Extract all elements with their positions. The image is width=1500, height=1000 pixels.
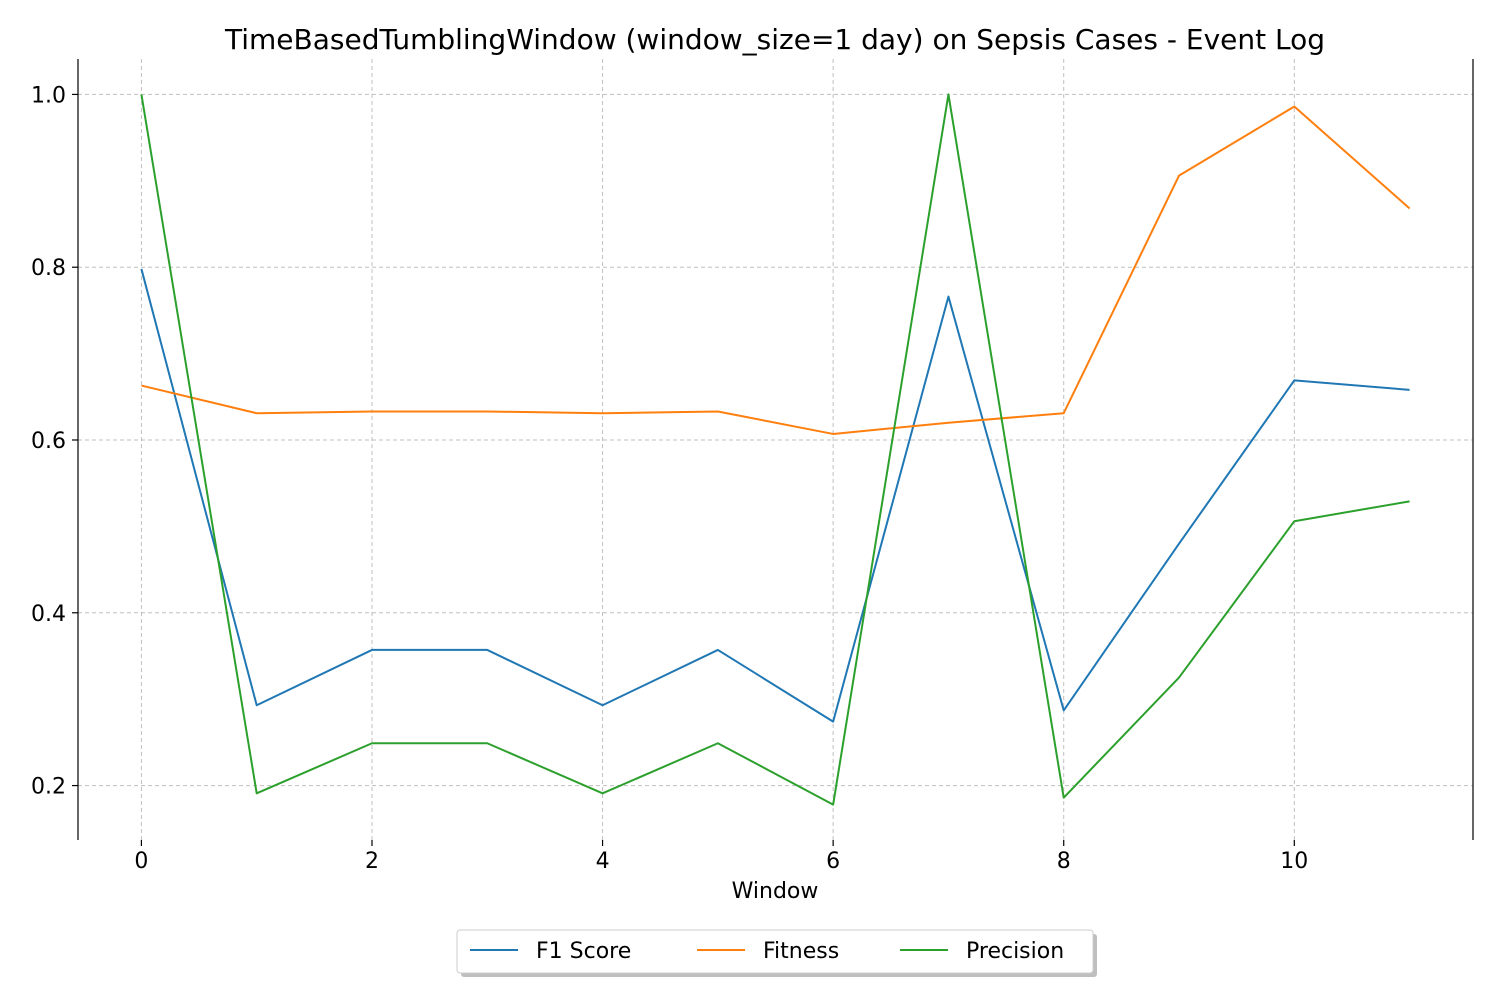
x-tick-label: 8 <box>1057 849 1071 874</box>
series-line-precision <box>140 93 1410 806</box>
y-tick-label: 0.8 <box>31 256 66 281</box>
series-line-f1-score <box>140 268 1410 723</box>
y-axis-ticks: 0.2 0.4 0.6 0.8 1.0 <box>31 83 78 800</box>
x-axis-ticks: 0 2 4 6 8 10 <box>134 840 1308 874</box>
x-tick-label: 4 <box>596 849 610 874</box>
axes-spines <box>77 59 1474 840</box>
legend: F1 Score Fitness Precision <box>456 929 1097 977</box>
x-tick-label: 0 <box>134 849 148 874</box>
series-line-fitness <box>141 105 1411 435</box>
legend-label: F1 Score <box>536 939 631 964</box>
legend-frame <box>456 929 1094 974</box>
legend-items: F1 Score Fitness Precision <box>470 939 1064 964</box>
x-tick-label: 2 <box>365 849 379 874</box>
legend-item-precision: Precision <box>900 939 1064 964</box>
chart-title: TimeBasedTumblingWindow (window_size=1 d… <box>224 23 1325 56</box>
legend-label: Fitness <box>763 939 839 964</box>
y-tick-label: 0.6 <box>31 429 66 454</box>
x-axis-title: Window <box>732 879 819 904</box>
y-tick-label: 0.4 <box>31 602 66 627</box>
y-tick-label: 1.0 <box>31 83 66 108</box>
legend-label: Precision <box>966 939 1064 964</box>
x-tick-label: 10 <box>1280 849 1308 874</box>
y-tick-label: 0.2 <box>31 775 66 800</box>
grid <box>78 59 1473 840</box>
legend-item-f1-score: F1 Score <box>470 939 631 964</box>
legend-item-fitness: Fitness <box>697 939 839 964</box>
series-lines <box>140 93 1411 806</box>
x-tick-label: 6 <box>826 849 840 874</box>
